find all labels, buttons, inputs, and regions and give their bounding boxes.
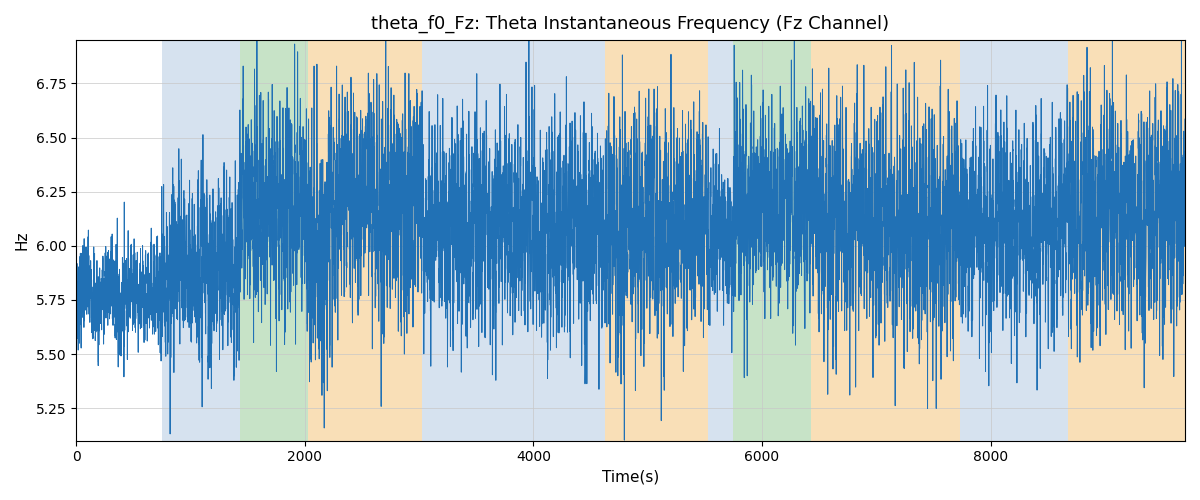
- Bar: [960, 40, 1068, 440]
- Bar: [162, 40, 240, 440]
- Title: theta_f0_Fz: Theta Instantaneous Frequency (Fz Channel): theta_f0_Fz: Theta Instantaneous Frequen…: [372, 15, 889, 34]
- Bar: [733, 40, 811, 440]
- Bar: [1068, 40, 1186, 440]
- Y-axis label: Hz: Hz: [14, 230, 30, 250]
- Bar: [605, 40, 708, 440]
- Bar: [308, 40, 422, 440]
- Bar: [240, 40, 308, 440]
- Bar: [708, 40, 733, 440]
- Bar: [811, 40, 960, 440]
- Bar: [422, 40, 605, 440]
- X-axis label: Time(s): Time(s): [602, 470, 659, 485]
